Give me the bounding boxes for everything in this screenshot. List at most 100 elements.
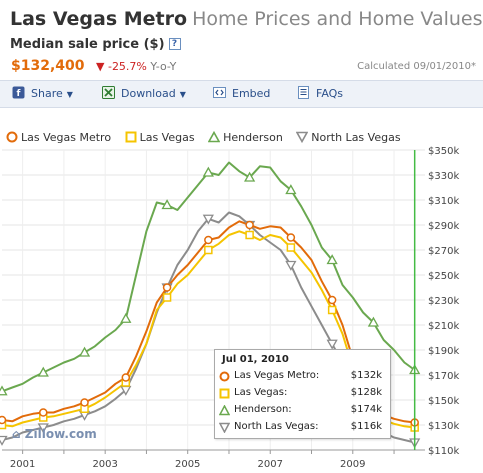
zillow-logo-text: Zillow.com: [24, 427, 97, 441]
data-point: [0, 385, 8, 396]
x-tick-label: 2007: [258, 459, 283, 470]
change-value: -25.7%: [107, 60, 147, 73]
data-point: [243, 171, 256, 182]
data-point: [37, 366, 49, 377]
data-point: [285, 184, 297, 195]
square-marker-icon: [219, 388, 230, 399]
zillow-logo: ⌂ Zillow.com: [12, 427, 97, 441]
house-icon: ⌂: [12, 427, 21, 441]
data-tooltip: Jul 01, 2010 Las Vegas Metro: $132k Las …: [214, 349, 391, 439]
tooltip-label: Las Vegas Metro:: [234, 370, 320, 381]
y-tick-label: $270k: [428, 246, 459, 257]
chevron-down-icon: ▼: [179, 90, 186, 99]
data-point: [0, 415, 7, 425]
y-tick-label: $230k: [428, 296, 459, 307]
circle-marker-icon: [219, 371, 230, 382]
embed-icon: [213, 87, 226, 98]
tooltip-label: Las Vegas:: [234, 387, 288, 398]
legend-item-metro[interactable]: Las Vegas Metro: [6, 131, 111, 144]
help-icon[interactable]: ?: [168, 38, 181, 50]
data-point: [120, 312, 132, 323]
data-point: [367, 316, 380, 327]
title-main: Las Vegas Metro: [10, 8, 188, 30]
y-tick-label: $290k: [428, 221, 459, 232]
legend-item-nlv[interactable]: North Las Vegas: [295, 131, 401, 144]
legend-item-henderson[interactable]: Henderson: [207, 130, 283, 144]
y-tick-label: $130k: [428, 421, 459, 432]
data-point: [204, 245, 213, 255]
price-chart[interactable]: $110k $130k $150k $170k $190k $210k $230k $250k…: [0, 145, 483, 473]
data-point: [326, 339, 338, 350]
chart-legend: Las Vegas Metro Las Vegas Henderson Nort…: [6, 130, 411, 144]
current-price: $132,400: [11, 58, 85, 74]
tooltip-label: North Las Vegas:: [234, 421, 319, 432]
data-point: [161, 199, 173, 210]
data-point: [162, 283, 172, 292]
data-point: [121, 373, 131, 382]
faqs-button[interactable]: FAQs: [297, 86, 343, 100]
tooltip-value: $174k: [350, 404, 382, 415]
tooltip-row-henderson: Henderson: $174k: [219, 404, 384, 417]
chart-subtitle: Median sale price ($)?: [10, 37, 181, 52]
tooltip-label: Henderson:: [234, 404, 292, 415]
data-point: [162, 293, 172, 302]
tooltip-value: $116k: [350, 421, 382, 432]
data-point: [202, 214, 214, 225]
share-icon: f: [12, 86, 25, 99]
y-tick-label: $350k: [428, 146, 459, 157]
download-button[interactable]: Download ▼: [102, 86, 186, 100]
data-point: [327, 305, 337, 315]
x-tick-label: 2009: [340, 459, 365, 470]
square-marker-icon: [125, 131, 137, 143]
legend-label: Las Vegas Metro: [21, 131, 112, 144]
legend-label: Henderson: [223, 131, 283, 144]
tooltip-row-metro: Las Vegas Metro: $132k: [219, 370, 384, 383]
triangle-marker-icon: [207, 130, 221, 143]
tooltip-value: $128k: [350, 387, 382, 398]
legend-item-lasvegas[interactable]: Las Vegas: [125, 131, 195, 144]
share-button[interactable]: f Share ▼: [12, 86, 73, 100]
data-point: [204, 235, 213, 245]
data-point: [245, 230, 254, 240]
legend-label: North Las Vegas: [311, 131, 401, 144]
change-suffix: Y-o-Y: [150, 60, 177, 73]
chevron-down-icon: ▼: [66, 90, 73, 99]
legend-label: Las Vegas: [139, 131, 195, 144]
y-tick-label: $150k: [428, 396, 459, 407]
data-point: [326, 254, 338, 265]
y-tick-label: $210k: [428, 321, 459, 332]
data-point: [286, 243, 296, 252]
y-tick-label: $170k: [428, 371, 459, 382]
y-tick-label: $110k: [428, 446, 459, 457]
embed-label: Embed: [232, 87, 271, 100]
toolbar: f Share ▼ Download ▼ Embed FAQs: [0, 80, 483, 108]
embed-button[interactable]: Embed: [213, 86, 270, 100]
tooltip-date: Jul 01, 2010: [222, 354, 289, 365]
share-label: Share: [31, 87, 63, 100]
document-icon: [298, 86, 309, 99]
data-point: [80, 398, 89, 407]
data-point: [37, 423, 49, 434]
tooltip-row-nlv: North Las Vegas: $116k: [219, 421, 384, 434]
tooltip-value: $132k: [350, 370, 382, 381]
data-point: [0, 435, 8, 446]
data-point: [327, 295, 337, 305]
circle-marker-icon: [6, 131, 18, 143]
x-tick-label: 2001: [10, 459, 35, 470]
download-label: Download: [121, 87, 176, 100]
svg-text:f: f: [17, 89, 21, 99]
data-point: [245, 220, 254, 230]
y-tick-label: $310k: [428, 196, 459, 207]
title-suffix: Home Prices and Home Values: [192, 8, 483, 30]
y-tick-label: $250k: [428, 271, 459, 282]
x-tick-label: 2003: [92, 459, 117, 470]
triangle-down-marker-icon: [219, 422, 230, 433]
excel-icon: [102, 86, 115, 99]
data-point: [78, 346, 91, 357]
y-tick-label: $330k: [428, 171, 459, 182]
y-tick-label: $190k: [428, 346, 459, 357]
yoy-change: ▼ -25.7% Y-o-Y: [96, 60, 176, 73]
subtitle-text: Median sale price ($): [10, 37, 165, 52]
calculated-date: Calculated 09/01/2010*: [357, 61, 476, 72]
page-title: Las Vegas Metro Home Prices and Home Valu…: [10, 8, 483, 30]
